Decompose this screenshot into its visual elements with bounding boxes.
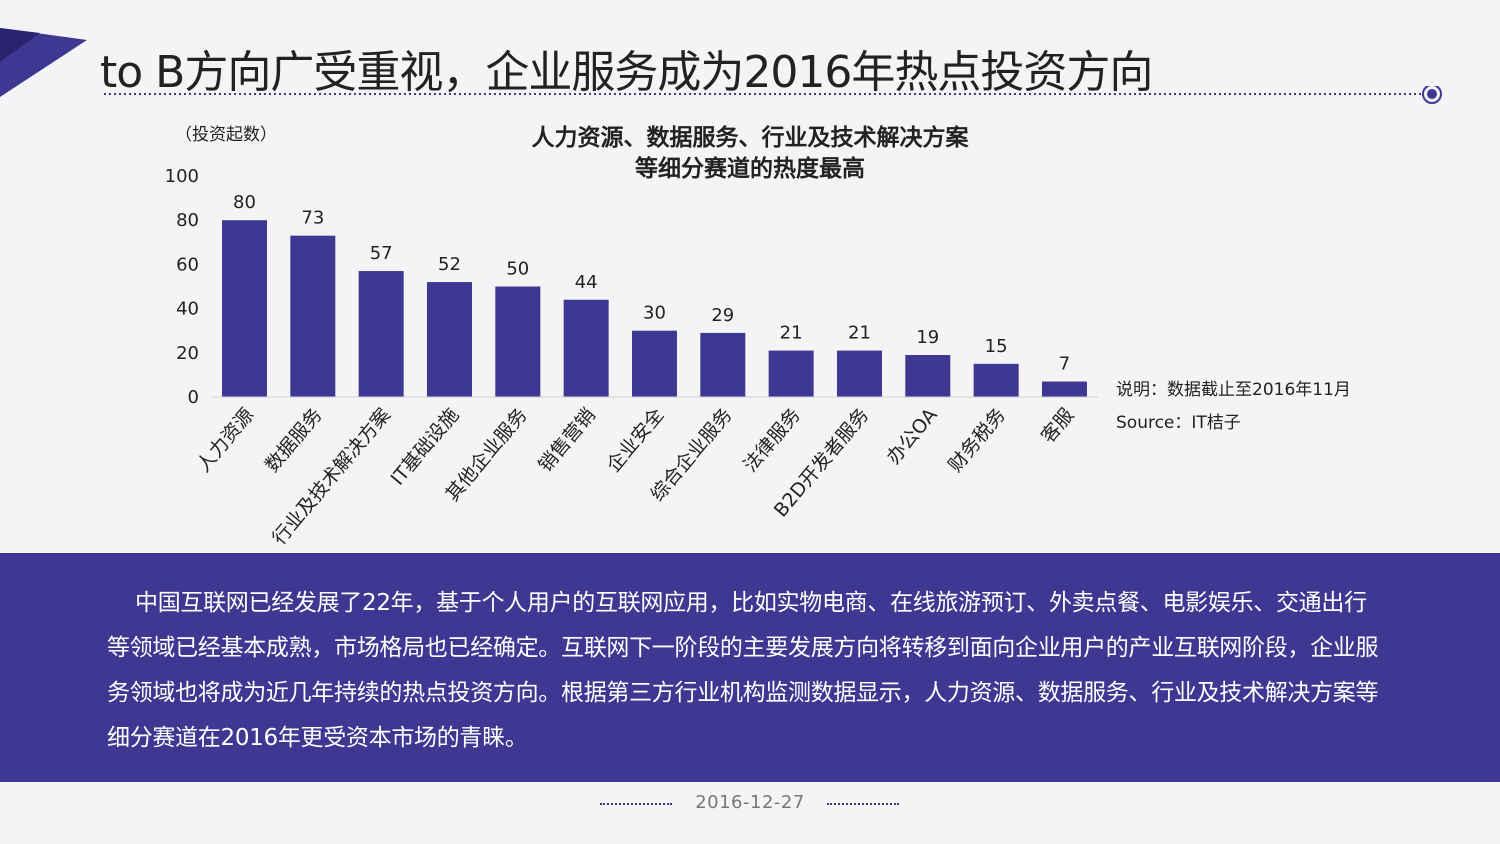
bar bbox=[905, 355, 951, 397]
footer-rule-right bbox=[827, 803, 899, 805]
bar bbox=[1041, 381, 1087, 397]
bars bbox=[222, 220, 1087, 397]
corner-logo bbox=[0, 28, 87, 97]
bar-value-label: 21 bbox=[848, 323, 871, 344]
data-labels: 80 73 57 52 50 44 30 29 21 21 19 15 7 bbox=[233, 192, 1070, 374]
category-label: 行业及技术解决方案 bbox=[268, 404, 395, 549]
y-tick-label: 80 bbox=[176, 210, 199, 231]
y-tick-label: 40 bbox=[176, 299, 199, 320]
category-label: 办公OA bbox=[883, 404, 942, 468]
bar-value-label: 19 bbox=[916, 327, 939, 348]
bar-value-label: 44 bbox=[575, 272, 598, 293]
footer-date: 2016-12-27 bbox=[695, 792, 805, 813]
data-note: 说明：数据截止至2016年11月 bbox=[1116, 380, 1351, 400]
category-label: 法律服务 bbox=[739, 404, 805, 476]
y-axis-ticks: 0 20 40 60 80 100 bbox=[165, 166, 199, 408]
category-label: 销售营销 bbox=[534, 404, 600, 476]
bar bbox=[426, 282, 472, 397]
bar-value-label: 80 bbox=[233, 192, 256, 213]
bar bbox=[495, 286, 541, 397]
y-tick-label: 20 bbox=[176, 343, 199, 364]
y-axis-label: （投资起数） bbox=[175, 125, 277, 145]
bar bbox=[222, 220, 267, 397]
bar bbox=[768, 350, 814, 397]
bar-value-label: 52 bbox=[438, 254, 461, 275]
summary-text: 中国互联网已经发展了22年，基于个人用户的互联网应用，比如实物电商、在线旅游预订… bbox=[107, 590, 1379, 751]
y-tick-label: 0 bbox=[188, 387, 199, 408]
bar-value-label: 57 bbox=[370, 243, 393, 264]
category-label: 财务税务 bbox=[944, 404, 1010, 476]
category-label: 数据服务 bbox=[261, 404, 327, 476]
bar-value-label: 30 bbox=[643, 303, 666, 324]
title-divider bbox=[104, 86, 1442, 104]
bar-value-label: 29 bbox=[711, 305, 734, 326]
footer-rule-left bbox=[600, 803, 672, 805]
chart-title: 人力资源、数据服务、行业及技术解决方案 bbox=[532, 124, 970, 151]
category-label: 客服 bbox=[1037, 404, 1078, 447]
bar-value-label: 50 bbox=[506, 259, 529, 280]
bar bbox=[290, 235, 336, 397]
source-note: Source：IT桔子 bbox=[1116, 413, 1241, 433]
bar bbox=[563, 299, 609, 397]
y-tick-label: 60 bbox=[176, 254, 199, 275]
category-label: IT基础设施 bbox=[387, 404, 464, 490]
category-label: 企业安全 bbox=[603, 404, 669, 476]
bar-value-label: 15 bbox=[985, 336, 1008, 357]
page-title: to B方向广受重视，企业服务成为2016年热点投资方向 bbox=[100, 47, 1153, 98]
bar-value-label: 7 bbox=[1059, 354, 1070, 375]
bar-chart: 人力资源、数据服务、行业及技术解决方案 等细分赛道的热度最高 （投资起数） 0 2… bbox=[165, 124, 1098, 549]
bar bbox=[700, 332, 746, 397]
chart-subtitle: 等细分赛道的热度最高 bbox=[635, 155, 865, 182]
summary-panel: 中国互联网已经发展了22年，基于个人用户的互联网应用，比如实物电商、在线旅游预订… bbox=[0, 553, 1500, 782]
bar bbox=[631, 330, 677, 397]
bar-value-label: 73 bbox=[301, 208, 324, 229]
bar-value-label: 21 bbox=[780, 323, 803, 344]
bar bbox=[836, 350, 882, 397]
y-tick-label: 100 bbox=[165, 166, 199, 187]
bar bbox=[973, 363, 1019, 397]
bar bbox=[358, 271, 404, 397]
category-label: 人力资源 bbox=[193, 404, 259, 476]
